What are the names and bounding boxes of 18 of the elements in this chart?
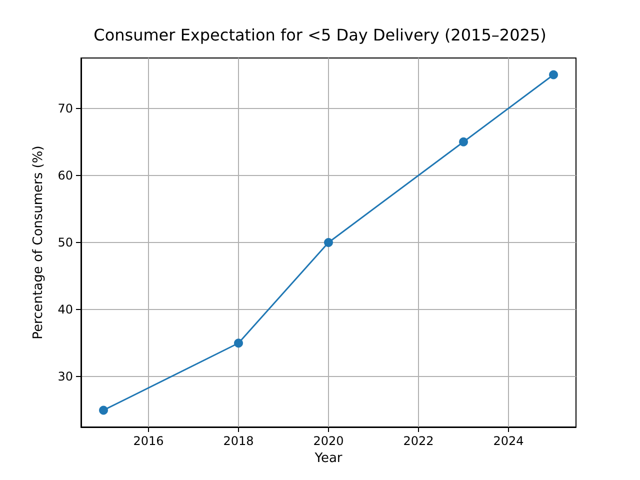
- y-tick-label: 30: [58, 370, 73, 384]
- point: [549, 70, 558, 80]
- y-axis-title: Percentage of Consumers (%): [31, 146, 46, 340]
- point: [324, 238, 333, 247]
- point: [234, 338, 243, 348]
- x-tick-label: 2024: [493, 434, 524, 448]
- y-tick-label: 40: [58, 302, 73, 317]
- x-tick-label: 2018: [223, 434, 254, 448]
- y-tick-label: 50: [58, 236, 73, 250]
- point: [99, 406, 108, 415]
- x-tick-label: 2022: [403, 434, 434, 448]
- x-axis-title: Year: [314, 450, 343, 466]
- chart-title: Consumer Expectation for <5 Day Delivery (2015–2025): [94, 26, 546, 44]
- x-tick-label: 2016: [133, 434, 164, 448]
- y-tick-label: 60: [58, 168, 73, 182]
- y-tick-label: 70: [58, 101, 73, 116]
- x-tick-label: 2020: [313, 434, 344, 448]
- point: [459, 137, 468, 146]
